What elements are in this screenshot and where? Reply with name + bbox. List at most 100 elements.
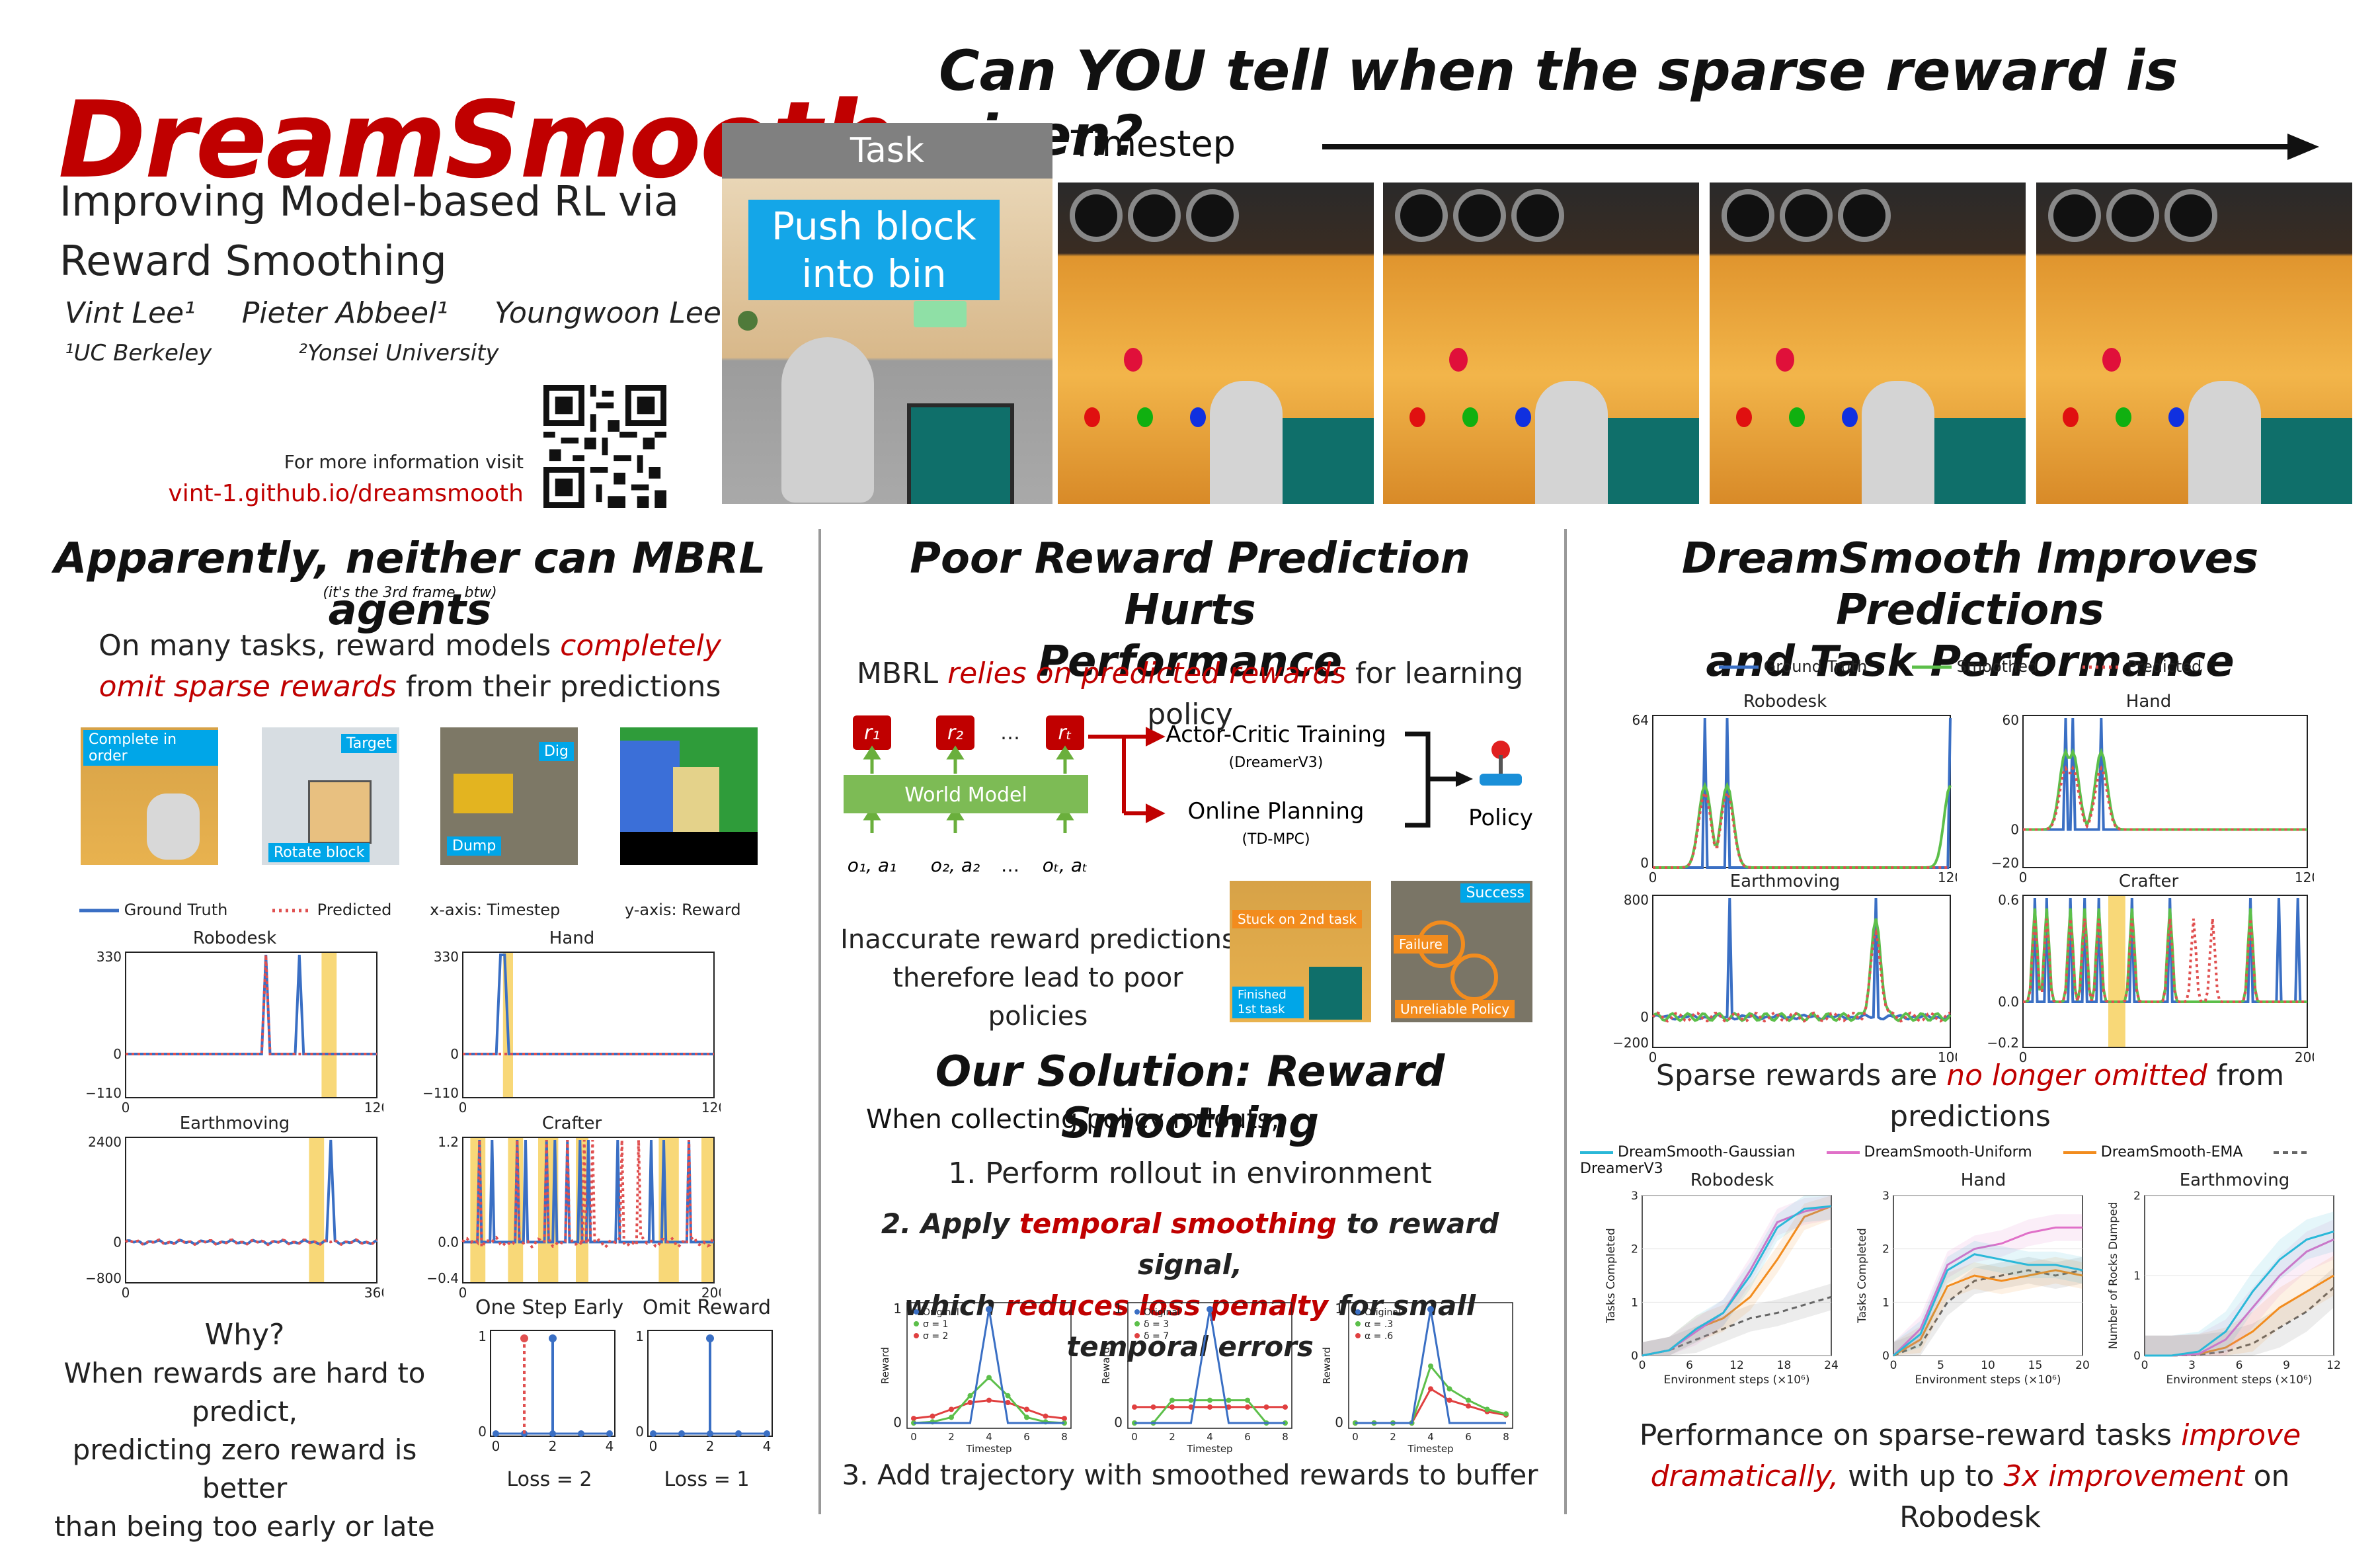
series-predicted [2023,765,2307,831]
legend-gt-swatch [1719,665,1759,669]
tag-finished: Finished 1st task [1232,987,1304,1018]
xtick: 8 [1503,1431,1509,1443]
col1-title: Apparently, neither can MBRL agents [54,534,766,635]
series-smooth-2-point [1024,1406,1029,1412]
band-e [2145,1255,2334,1356]
plot-frame [1652,715,1951,868]
robot-arm-icon [1535,381,1608,504]
burner-icon [1780,189,1833,242]
xtick: 5 [1937,1359,1944,1372]
legend-label: δ = 3 [1144,1319,1169,1330]
legend-pred-swatch [272,909,313,913]
series-predicted [126,954,377,1055]
series-smooth-2-point [1263,1404,1269,1410]
col2-intro-a: MBRL [856,657,948,690]
ytick-zero: 0 [113,1046,122,1062]
blue-knob-icon [1842,407,1858,427]
col1-hand-title: Hand [549,928,595,948]
plot-frame [2022,895,2308,1048]
xtick: 15 [2028,1359,2043,1372]
legend-dot [1134,1321,1140,1326]
timestep-frame [2036,183,2352,504]
obs-1: o₁, a₁ [848,854,897,876]
step2-c: which [904,1289,1006,1322]
column-divider-1 [818,529,821,1514]
xlabel: Timestep [1186,1443,1232,1455]
project-link[interactable]: vint-1.github.io/dreamsmooth [168,480,524,507]
robot-arm-icon [781,337,874,503]
block-icon [914,301,967,327]
plot-frame [1348,1302,1513,1429]
xtick-max: 120 [1938,870,1957,885]
series-predicted [1651,927,1951,1023]
band-d [2145,1267,2334,1356]
xtick-x0: 0 [649,1438,658,1454]
ytick-zero: 0 [1640,1009,1649,1025]
legend-label: Original [1365,1307,1401,1318]
col1-earthmoving-title: Earthmoving [179,1114,290,1133]
ytick-zero: 0 [113,1234,122,1250]
xtick: 6 [1244,1431,1251,1443]
ytick-max: 60 [2003,712,2019,728]
point [735,1430,742,1437]
col2-intro: MBRL relies on predicted rewards for lea… [840,653,1540,735]
loss-title: One Step Early [475,1296,624,1319]
band-e [1893,1256,2082,1356]
col3-legend: Ground Truth Smoothed Predicted [1719,657,2202,676]
ytick-1: 1 [635,1328,644,1344]
col1-crafter-plot: Crafter 1.2 0.0 −0.40 200 [423,1114,721,1319]
series-smooth-1-point [1005,1393,1011,1399]
burner-icon [1395,189,1448,242]
series-ground-truth [1651,897,1951,1021]
robot-icon [147,793,200,860]
series-smooth-2-point [1283,1404,1288,1410]
series-predicted [1653,789,1950,869]
legend-label: α = .3 [1365,1319,1393,1330]
point [764,1430,770,1437]
reward-label-1: r₁ [864,721,880,745]
series-smooth-2 [1355,1387,1507,1424]
ytick: 2 [1882,1243,1889,1256]
xtick-max: 200 [701,1285,721,1301]
legend-label: σ = 2 [923,1331,948,1342]
xtick: 3 [2188,1359,2196,1372]
plot-frame [1652,895,1951,1048]
series-smooth-1-point [1170,1397,1175,1403]
env-hand-thumb: Target Rotate block [262,727,399,865]
legend-dot [914,1321,919,1326]
highlight-band [309,1137,325,1283]
timestep-frame [1710,183,2026,504]
column-divider-2 [1564,529,1567,1514]
red-knob-icon [1409,407,1425,427]
series-smooth-1-point [1503,1411,1509,1417]
legend-gaussian: DreamSmooth-Gaussian [1618,1144,1796,1160]
xlabel: Timestep [1407,1443,1453,1455]
failure-robodesk-thumb: Stuck on 2nd task Finished 1st task [1230,881,1371,1022]
xtick: 0 [1890,1359,1897,1372]
xtick: 8 [1061,1431,1068,1443]
perf-title: Robodesk [1690,1170,1774,1190]
col1-crafter-title: Crafter [541,1114,602,1133]
xtick: 12 [2326,1359,2340,1372]
ytick: 0 [1631,1350,1638,1363]
band-u [1642,1196,1831,1356]
series-original-point [1427,1306,1434,1313]
failure-earthmoving-thumb: Success Failure Unreliable Policy [1391,881,1532,1022]
burner-icon [1453,189,1506,242]
legend-uniform: DreamSmooth-Uniform [1864,1144,2032,1160]
series-smooth-1-point [1428,1363,1433,1369]
timestep-arrow-icon [1322,134,2319,160]
ytick-min: −110 [86,1085,122,1101]
xtick: 0 [2141,1359,2149,1372]
col3-title-line1: DreamSmooth Improves Predictions [1681,534,2259,635]
water-icon [620,741,680,833]
xtick-min: 0 [2019,1049,2028,1065]
xtick: 6 [2236,1359,2243,1372]
band-g [1642,1196,1831,1356]
cube-icon [308,780,372,844]
world-model-label: World Model [904,784,1027,807]
col1-intro: On many tasks, reward models completely … [93,626,727,708]
ytick-min: −0.2 [1987,1035,2019,1051]
series-smooth-1-point [1207,1397,1212,1403]
